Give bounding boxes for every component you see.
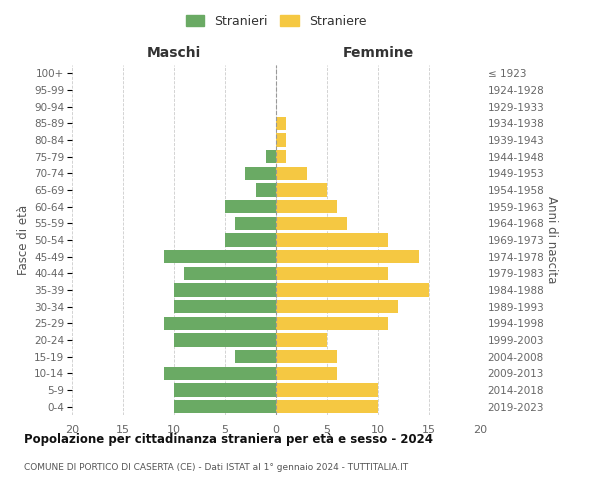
Text: COMUNE DI PORTICO DI CASERTA (CE) - Dati ISTAT al 1° gennaio 2024 - TUTTITALIA.I: COMUNE DI PORTICO DI CASERTA (CE) - Dati…	[24, 462, 408, 471]
Bar	[235, 350, 276, 364]
Bar	[245, 166, 276, 180]
Bar	[164, 250, 276, 264]
Bar	[276, 216, 347, 230]
Bar	[276, 300, 398, 314]
Legend: Stranieri, Straniere: Stranieri, Straniere	[182, 11, 370, 32]
Bar	[276, 116, 286, 130]
Bar	[235, 216, 276, 230]
Bar	[276, 166, 307, 180]
Bar	[225, 234, 276, 246]
Bar	[276, 250, 419, 264]
Bar	[266, 150, 276, 164]
Bar	[174, 300, 276, 314]
Bar	[276, 334, 327, 346]
Bar	[164, 316, 276, 330]
Bar	[276, 384, 378, 396]
Y-axis label: Fasce di età: Fasce di età	[17, 205, 30, 275]
Bar	[184, 266, 276, 280]
Text: Maschi: Maschi	[147, 46, 201, 60]
Bar	[276, 150, 286, 164]
Bar	[174, 384, 276, 396]
Bar	[174, 334, 276, 346]
Bar	[225, 200, 276, 213]
Bar	[276, 200, 337, 213]
Bar	[276, 316, 388, 330]
Bar	[276, 350, 337, 364]
Bar	[174, 400, 276, 413]
Bar	[276, 366, 337, 380]
Bar	[276, 400, 378, 413]
Bar	[276, 184, 327, 196]
Bar	[276, 234, 388, 246]
Text: Popolazione per cittadinanza straniera per età e sesso - 2024: Popolazione per cittadinanza straniera p…	[24, 432, 433, 446]
Y-axis label: Anni di nascita: Anni di nascita	[545, 196, 558, 284]
Bar	[164, 366, 276, 380]
Bar	[276, 266, 388, 280]
Bar	[174, 284, 276, 296]
Bar	[256, 184, 276, 196]
Bar	[276, 284, 429, 296]
Text: Femmine: Femmine	[343, 46, 413, 60]
Bar	[276, 134, 286, 146]
